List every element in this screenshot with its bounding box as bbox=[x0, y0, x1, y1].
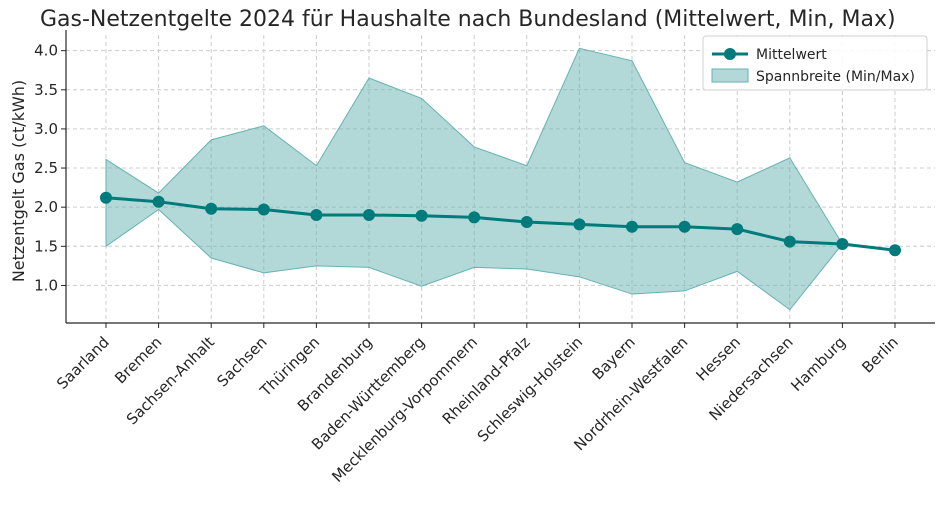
y-axis-label: Netzentgelt Gas (ct/kWh) bbox=[9, 80, 28, 282]
mean-point-15 bbox=[889, 244, 901, 257]
mean-point-0 bbox=[100, 191, 112, 204]
x-tick-label-10: Bayern bbox=[589, 333, 639, 383]
legend-label-range: Spannbreite (Min/Max) bbox=[756, 69, 915, 85]
mean-point-4 bbox=[310, 209, 323, 221]
x-tick-label-0: Saarland bbox=[53, 333, 113, 393]
mean-point-8 bbox=[520, 216, 533, 229]
x-tick-label-9: Schleswig-Holstein bbox=[474, 333, 586, 445]
mean-point-2 bbox=[205, 202, 218, 215]
y-tick-label-6: 4.0 bbox=[34, 42, 58, 60]
x-tick-label-14: Hamburg bbox=[787, 333, 849, 395]
y-tick-label-3: 2.5 bbox=[34, 159, 58, 177]
y-tick-label-5: 3.5 bbox=[34, 81, 58, 99]
mean-point-14 bbox=[836, 237, 849, 250]
y-tick-label-4: 3.0 bbox=[34, 120, 58, 138]
mean-point-7 bbox=[468, 211, 481, 224]
y-tick-label-1: 1.5 bbox=[34, 237, 58, 255]
y-tick-label-2: 2.0 bbox=[34, 198, 58, 216]
mean-point-11 bbox=[678, 220, 691, 233]
mean-point-12 bbox=[731, 223, 744, 236]
x-tick-label-1: Bremen bbox=[111, 333, 165, 387]
x-axis-ticks: SaarlandBremenSachsen-AnhaltSachsenThüri… bbox=[53, 323, 902, 486]
x-tick-label-15: Berlin bbox=[858, 333, 902, 377]
chart-title: Gas-Netzentgelte 2024 für Haushalte nach… bbox=[40, 7, 896, 32]
mean-line bbox=[105, 196, 896, 252]
legend-mean-marker bbox=[724, 48, 736, 60]
y-tick-label-0: 1.0 bbox=[34, 276, 58, 294]
legend: Mittelwert Spannbreite (Min/Max) bbox=[702, 35, 928, 91]
mean-point-1 bbox=[152, 195, 165, 208]
mean-point-3 bbox=[257, 203, 270, 216]
mean-point-6 bbox=[415, 209, 428, 222]
y-axis-ticks: 1.0 1.5 2.0 2.5 3.0 3.5 4.0 bbox=[34, 42, 66, 294]
legend-box bbox=[702, 35, 928, 91]
mean-point-13 bbox=[783, 235, 796, 248]
x-tick-label-12: Hessen bbox=[692, 333, 744, 385]
mean-point-10 bbox=[626, 220, 638, 233]
legend-range-swatch bbox=[711, 68, 749, 83]
mean-point-9 bbox=[573, 218, 586, 231]
mean-line-group bbox=[100, 191, 901, 257]
mean-point-5 bbox=[363, 209, 375, 221]
legend-label-mean: Mittelwert bbox=[756, 47, 827, 63]
